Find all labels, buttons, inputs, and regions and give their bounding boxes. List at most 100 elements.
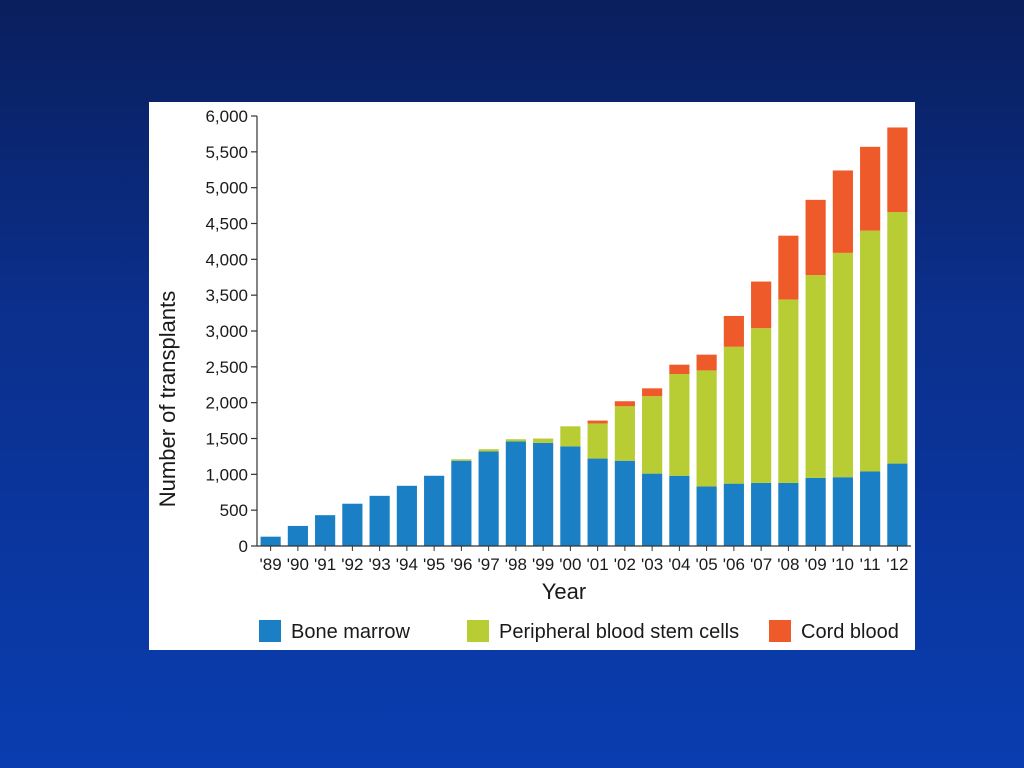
- bar-segment-peripheral-blood: [832, 252, 853, 478]
- bar-segment-peripheral-blood: [778, 299, 799, 483]
- bar-segment-bone-marrow: [369, 495, 390, 546]
- bar-segment-bone-marrow: [287, 525, 308, 546]
- legend-swatch: [467, 620, 489, 642]
- x-axis-title: Year: [542, 579, 586, 604]
- y-axis: 0 500 1,000 1,500 2,000 2,500 3,000 3,500 4,000 4…: [205, 107, 258, 556]
- bar-segment-cord-blood: [587, 420, 608, 424]
- bar-segment-bone-marrow: [778, 482, 799, 546]
- x-tick-label: '01: [587, 555, 609, 574]
- bar-segment-bone-marrow: [587, 458, 608, 546]
- bar-segment-peripheral-blood: [860, 230, 881, 472]
- bar-segment-cord-blood: [805, 199, 826, 276]
- x-tick-label: '94: [396, 555, 418, 574]
- y-tick-label: 1,500: [205, 430, 248, 449]
- x-tick-label: '95: [423, 555, 445, 574]
- y-tick-label: 2,000: [205, 394, 248, 413]
- y-tick-label: 4,000: [205, 250, 248, 269]
- bar-segment-cord-blood: [778, 235, 799, 300]
- x-tick-label: '00: [559, 555, 581, 574]
- y-tick-label: 2,500: [205, 358, 248, 377]
- bar-segment-cord-blood: [860, 146, 881, 231]
- x-tick-label: '92: [341, 555, 363, 574]
- y-tick-label: 6,000: [205, 107, 248, 126]
- x-tick-label: '98: [505, 555, 527, 574]
- bar-segment-cord-blood: [751, 281, 772, 329]
- bar-segment-bone-marrow: [478, 451, 499, 546]
- x-tick-label: '07: [750, 555, 772, 574]
- bar-segment-peripheral-blood: [805, 275, 826, 478]
- bar-segment-peripheral-blood: [642, 396, 663, 474]
- legend-item-peripheral-blood: Peripheral blood stem cells: [467, 620, 739, 643]
- y-tick-label: 3,500: [205, 286, 248, 305]
- legend-label: Peripheral blood stem cells: [499, 621, 739, 643]
- bar-segment-cord-blood: [887, 127, 908, 213]
- bar-segment-bone-marrow: [424, 475, 445, 546]
- x-tick-label: '96: [450, 555, 472, 574]
- chart-panel: 0 500 1,000 1,500 2,000 2,500 3,000 3,500 4,000 4…: [149, 102, 915, 650]
- bar-segment-peripheral-blood: [505, 439, 526, 442]
- legend-swatch: [769, 620, 791, 642]
- x-tick-label: '90: [287, 555, 309, 574]
- bars: [260, 127, 908, 546]
- y-tick-label: 3,000: [205, 322, 248, 341]
- x-axis: '89 '90 '91 '92 '93 '94 '95 '96 '97 '98 '99 '00 '01 '…: [257, 545, 911, 574]
- bar-segment-peripheral-blood: [451, 459, 472, 461]
- bar-segment-peripheral-blood: [751, 328, 772, 483]
- x-tick-label: '09: [805, 555, 827, 574]
- bar-segment-bone-marrow: [315, 515, 336, 546]
- bar-segment-cord-blood: [669, 364, 690, 374]
- x-tick-label: '89: [260, 555, 282, 574]
- bar-segment-cord-blood: [614, 401, 635, 407]
- bar-segment-bone-marrow: [723, 483, 744, 546]
- bar-segment-cord-blood: [723, 315, 744, 347]
- x-tick-label: '12: [886, 555, 908, 574]
- x-tick-label: '04: [668, 555, 690, 574]
- bar-segment-bone-marrow: [887, 463, 908, 546]
- bar-segment-bone-marrow: [751, 482, 772, 546]
- bar-segment-peripheral-blood: [533, 438, 554, 443]
- bar-segment-bone-marrow: [805, 477, 826, 546]
- bar-segment-bone-marrow: [560, 446, 581, 546]
- bar-segment-bone-marrow: [642, 473, 663, 546]
- x-tick-label: '99: [532, 555, 554, 574]
- bar-segment-bone-marrow: [696, 486, 717, 546]
- bar-segment-bone-marrow: [533, 442, 554, 546]
- x-tick-label: '10: [832, 555, 854, 574]
- bar-segment-bone-marrow: [260, 536, 281, 546]
- bar-segment-bone-marrow: [396, 485, 417, 546]
- legend-swatch: [259, 620, 281, 642]
- legend: Bone marrow Peripheral blood stem cells Co…: [259, 620, 899, 643]
- bar-segment-bone-marrow: [614, 460, 635, 546]
- bar-segment-peripheral-blood: [587, 423, 608, 459]
- legend-label: Cord blood: [801, 621, 899, 643]
- y-tick-label: 500: [220, 501, 248, 520]
- y-tick-label: 4,500: [205, 215, 248, 234]
- x-tick-label: '06: [723, 555, 745, 574]
- bar-segment-bone-marrow: [451, 460, 472, 546]
- x-tick-label: '08: [777, 555, 799, 574]
- bar-segment-cord-blood: [832, 170, 853, 253]
- y-tick-label: 1,000: [205, 465, 248, 484]
- legend-item-cord-blood: Cord blood: [769, 620, 899, 643]
- bar-segment-peripheral-blood: [887, 212, 908, 464]
- x-tick-label: '05: [696, 555, 718, 574]
- y-tick-label: 5,000: [205, 179, 248, 198]
- bar-segment-cord-blood: [642, 388, 663, 397]
- y-axis-title: Number of transplants: [155, 291, 180, 507]
- bar-segment-peripheral-blood: [669, 374, 690, 476]
- bar-segment-peripheral-blood: [614, 406, 635, 461]
- x-tick-label: '97: [478, 555, 500, 574]
- bar-segment-bone-marrow: [505, 441, 526, 546]
- x-tick-label: '02: [614, 555, 636, 574]
- x-tick-label: '11: [860, 555, 881, 574]
- y-tick-label: 0: [239, 537, 248, 556]
- bar-segment-bone-marrow: [669, 475, 690, 546]
- bar-segment-peripheral-blood: [478, 449, 499, 452]
- bar-segment-peripheral-blood: [723, 346, 744, 484]
- bar-segment-bone-marrow: [342, 503, 363, 546]
- x-tick-label: '91: [314, 555, 336, 574]
- y-tick-label: 5,500: [205, 143, 248, 162]
- stacked-bar-chart: 0 500 1,000 1,500 2,000 2,500 3,000 3,500 4,000 4…: [155, 107, 911, 643]
- bar-segment-peripheral-blood: [560, 426, 581, 447]
